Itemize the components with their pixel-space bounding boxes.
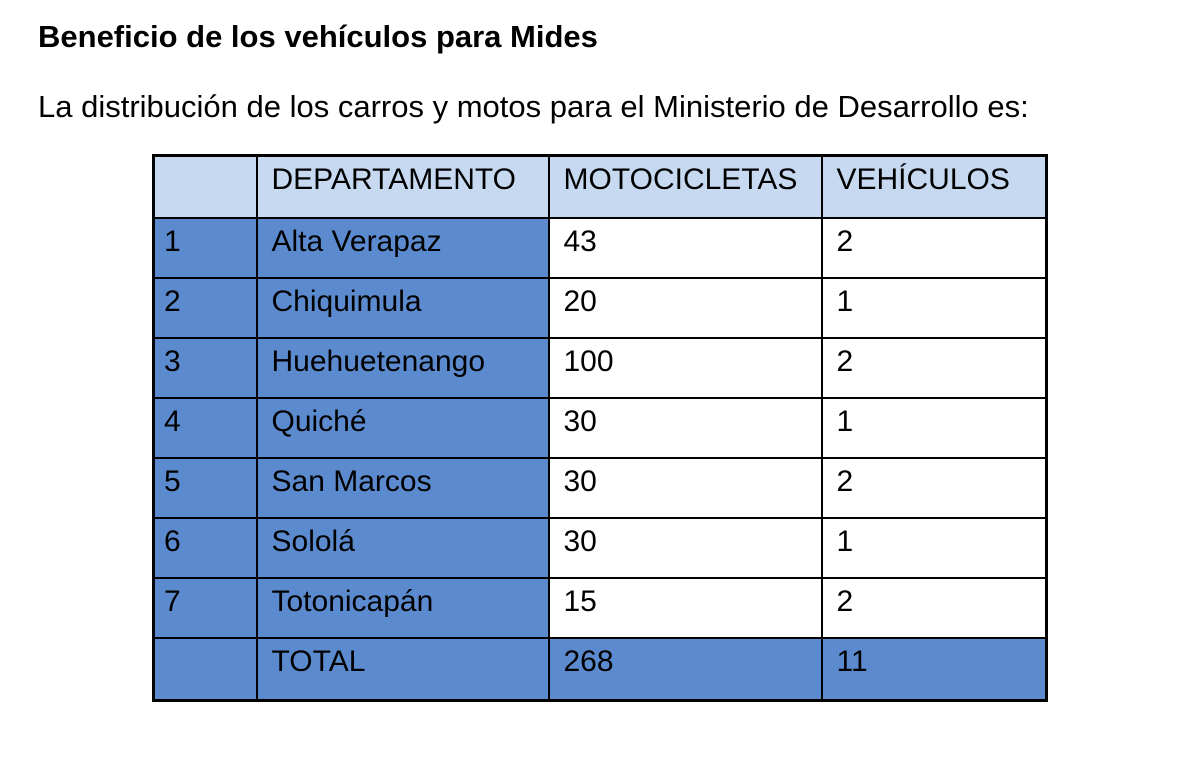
cell-vehiculos: 2 (820, 576, 1048, 639)
cell-vehiculos: 1 (820, 516, 1048, 579)
col-header-empty (152, 154, 258, 219)
table-row: 5 San Marcos 30 2 (152, 456, 1048, 519)
cell-departamento: San Marcos (255, 456, 550, 519)
cell-departamento: Alta Verapaz (255, 216, 550, 279)
cell-row-number: 1 (152, 216, 258, 279)
page-title: Beneficio de los vehículos para Mides (38, 19, 598, 54)
cell-vehiculos: 2 (820, 456, 1048, 519)
cell-row-number: 4 (152, 396, 258, 459)
cell-row-number: 7 (152, 576, 258, 639)
cell-total-label: TOTAL (255, 636, 550, 702)
cell-departamento: Huehuetenango (255, 336, 550, 399)
cell-departamento: Quiché (255, 396, 550, 459)
table-row: 3 Huehuetenango 100 2 (152, 336, 1048, 399)
table-header-row: DEPARTAMENTO MOTOCICLETAS VEHÍCULOS (152, 154, 1048, 219)
cell-motocicletas: 30 (547, 396, 823, 459)
table-row: 1 Alta Verapaz 43 2 (152, 216, 1048, 279)
intro-paragraph: La distribución de los carros y motos pa… (38, 89, 1029, 125)
cell-motocicletas: 30 (547, 456, 823, 519)
table-row: 2 Chiquimula 20 1 (152, 276, 1048, 339)
table-row: 6 Sololá 30 1 (152, 516, 1048, 579)
table-row: 4 Quiché 30 1 (152, 396, 1048, 459)
cell-departamento: Totonicapán (255, 576, 550, 639)
col-header-vehiculos: VEHÍCULOS (820, 154, 1048, 219)
cell-motocicletas: 43 (547, 216, 823, 279)
cell-total-vehiculos: 11 (820, 636, 1048, 702)
cell-departamento: Sololá (255, 516, 550, 579)
cell-motocicletas: 20 (547, 276, 823, 339)
cell-vehiculos: 2 (820, 216, 1048, 279)
table-row: 7 Totonicapán 15 2 (152, 576, 1048, 639)
col-header-motocicletas: MOTOCICLETAS (547, 154, 823, 219)
cell-vehiculos: 1 (820, 396, 1048, 459)
cell-row-number: 5 (152, 456, 258, 519)
cell-row-number: 2 (152, 276, 258, 339)
cell-motocicletas: 15 (547, 576, 823, 639)
col-header-departamento: DEPARTAMENTO (255, 154, 550, 219)
total-row: TOTAL 268 11 (152, 636, 1048, 702)
cell-vehiculos: 1 (820, 276, 1048, 339)
vehicles-table: DEPARTAMENTO MOTOCICLETAS VEHÍCULOS 1 Al… (152, 154, 1048, 703)
cell-motocicletas: 30 (547, 516, 823, 579)
cell-total-motocicletas: 268 (547, 636, 823, 702)
cell-vehiculos: 2 (820, 336, 1048, 399)
cell-total-empty (152, 636, 258, 702)
cell-row-number: 6 (152, 516, 258, 579)
cell-departamento: Chiquimula (255, 276, 550, 339)
cell-row-number: 3 (152, 336, 258, 399)
cell-motocicletas: 100 (547, 336, 823, 399)
